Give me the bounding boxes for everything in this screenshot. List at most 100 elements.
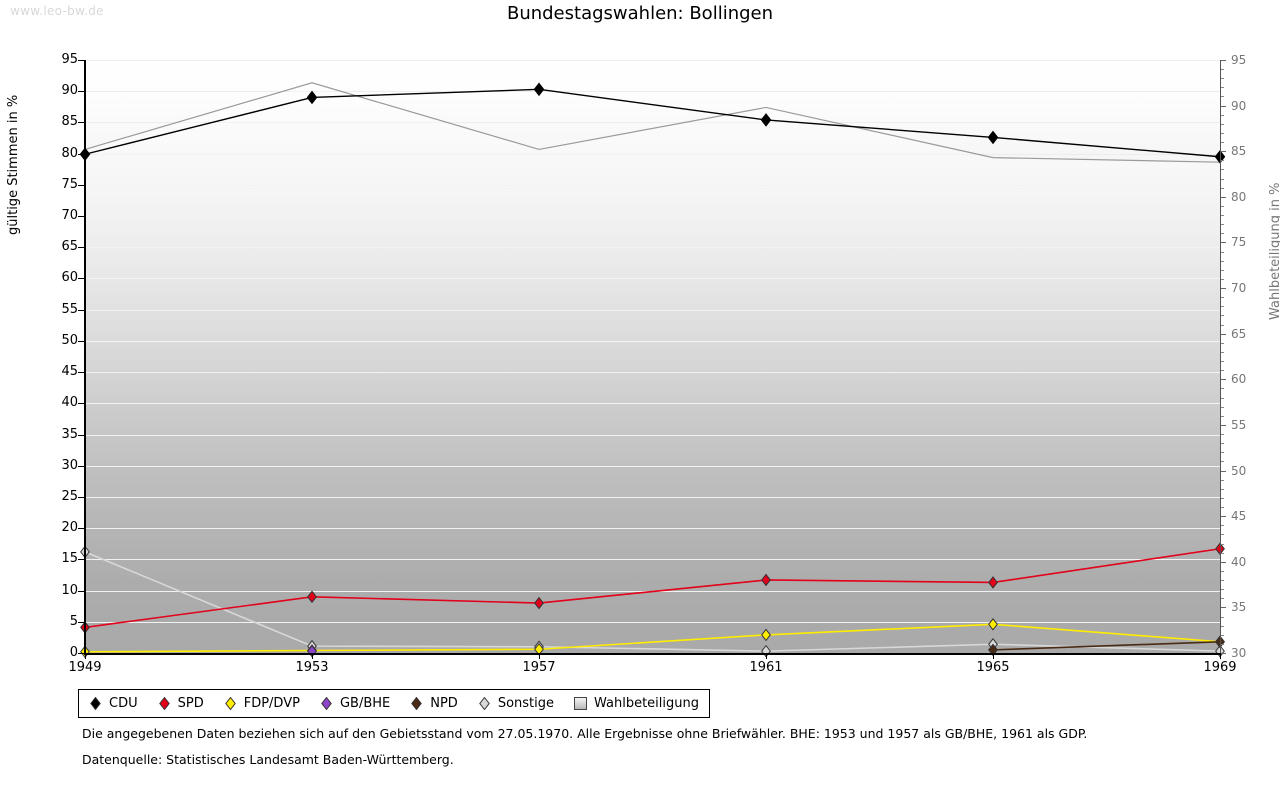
y-axis-right-minor-tick <box>1220 406 1224 408</box>
y-axis-right-minor-tick <box>1220 443 1224 445</box>
y-axis-right-minor-tick <box>1220 461 1224 463</box>
y-axis-left-tick <box>78 340 85 342</box>
y-axis-right-minor-tick <box>1220 589 1224 591</box>
legend-item-fdp-dvp[interactable]: FDP/DVP <box>224 696 300 711</box>
series-line-wahlbeteiligung <box>84 82 1221 163</box>
legend-label: CDU <box>109 695 138 711</box>
y-axis-right-minor-tick <box>1220 187 1224 189</box>
y-axis-right-line <box>1220 60 1221 654</box>
y-axis-right-minor-tick <box>1220 479 1224 481</box>
y-axis-left-tick-label: 10 <box>61 582 78 598</box>
y-axis-right-minor-tick <box>1220 434 1224 436</box>
gridline <box>85 184 1220 186</box>
x-axis-line <box>84 653 1221 655</box>
y-axis-right-minor-tick <box>1220 178 1224 180</box>
gridline <box>85 278 1220 280</box>
y-axis-left-tick <box>78 590 85 592</box>
legend-diamond-icon <box>90 696 101 710</box>
y-axis-left-tick-label: 25 <box>61 488 78 504</box>
y-axis-right-tick <box>1220 379 1226 381</box>
y-axis-left-tick-label: 30 <box>61 457 78 473</box>
gridline <box>85 60 1220 61</box>
y-axis-right-minor-tick <box>1220 552 1224 554</box>
legend-item-gb-bhe[interactable]: GB/BHE <box>320 696 390 711</box>
y-axis-right-tick <box>1220 105 1226 107</box>
y-axis-right-tick-label: 60 <box>1231 372 1247 387</box>
y-axis-left-label: gültige Stimmen in % <box>6 94 21 235</box>
y-axis-right-minor-tick <box>1220 160 1224 162</box>
legend-item-wahlbeteiligung[interactable]: Wahlbeteiligung <box>574 696 699 711</box>
y-axis-right-tick <box>1220 196 1226 198</box>
y-axis-right-minor-tick <box>1220 169 1224 171</box>
wahlbeteiligung-area <box>85 82 1220 654</box>
y-axis-left-tick-label: 50 <box>61 332 78 348</box>
y-axis-right-tick-label: 55 <box>1231 417 1247 432</box>
y-axis-right-minor-tick <box>1220 69 1224 71</box>
y-axis-right-minor-tick <box>1220 233 1224 235</box>
y-axis-right-minor-tick <box>1220 415 1224 417</box>
y-axis-left-tick <box>78 247 85 249</box>
y-axis-right-tick-label: 50 <box>1231 463 1247 478</box>
legend-label: FDP/DVP <box>243 695 300 711</box>
legend-item-cdu[interactable]: CDU <box>89 696 138 711</box>
y-axis-right-minor-tick <box>1220 507 1224 509</box>
y-axis-left-tick-label: 75 <box>61 176 78 192</box>
y-axis-right-tick-label: 70 <box>1231 281 1247 296</box>
y-axis-right-minor-tick <box>1220 114 1224 116</box>
y-axis-right-minor-tick <box>1220 616 1224 618</box>
y-axis-right-minor-tick <box>1220 534 1224 536</box>
y-axis-right-minor-tick <box>1220 78 1224 80</box>
legend-diamond-icon <box>411 696 423 710</box>
y-axis-right-minor-tick <box>1220 342 1224 344</box>
x-axis-tick <box>766 653 767 659</box>
gridline <box>85 403 1220 405</box>
x-axis-tick-label: 1953 <box>295 660 329 675</box>
series-line-fdp-dvp <box>84 623 1221 653</box>
y-axis-right-tick <box>1220 151 1226 153</box>
y-axis-right-minor-tick <box>1220 488 1224 490</box>
y-axis-left-tick <box>78 528 85 530</box>
data-point-cdu <box>760 113 772 127</box>
data-point-cdu <box>987 130 999 145</box>
chart-title: Bundestagswahlen: Bollingen <box>506 3 774 24</box>
y-axis-left-tick <box>78 91 85 93</box>
y-axis-right-tick-label: 95 <box>1231 53 1247 67</box>
y-axis-right-minor-tick <box>1220 580 1224 581</box>
y-axis-right-minor-tick <box>1220 132 1224 134</box>
gridline <box>85 122 1220 124</box>
gridline <box>85 465 1220 467</box>
data-point-spd <box>534 596 544 610</box>
legend-label: NPD <box>430 695 458 711</box>
y-axis-left-line <box>84 60 86 654</box>
legend-item-sonstige[interactable]: Sonstige <box>478 696 554 711</box>
y-axis-right-tick <box>1220 470 1226 472</box>
y-axis-left-tick-label: 55 <box>61 301 78 317</box>
gridline <box>85 340 1220 342</box>
y-axis-left-tick <box>78 278 85 280</box>
y-axis-right-minor-tick <box>1220 570 1224 572</box>
y-axis-right-minor-tick <box>1220 525 1224 527</box>
series-layer <box>79 82 1226 659</box>
y-axis-left-tick <box>78 434 85 436</box>
y-axis-right-minor-tick <box>1220 361 1224 363</box>
y-axis-left-tick <box>78 559 85 561</box>
y-axis-left-tick <box>78 216 85 218</box>
legend-item-spd[interactable]: SPD <box>158 696 204 711</box>
x-axis-tick-label: 1949 <box>68 660 102 675</box>
y-axis-right-tick-label: 65 <box>1231 326 1247 341</box>
legend-diamond-icon <box>478 696 490 710</box>
y-axis-left-tick <box>78 496 85 498</box>
y-axis-right-minor-tick <box>1220 215 1224 217</box>
gridline <box>85 496 1220 498</box>
y-axis-right-minor-tick <box>1220 370 1224 372</box>
y-axis-left-tick-label: 0 <box>69 645 78 660</box>
legend-item-npd[interactable]: NPD <box>410 696 458 711</box>
y-axis-right-tick-label: 35 <box>1231 600 1247 615</box>
legend-label: Wahlbeteiligung <box>594 695 700 711</box>
data-point-spd <box>307 590 317 604</box>
y-axis-left-tick-label: 90 <box>61 83 78 99</box>
gridline <box>85 621 1220 623</box>
legend-diamond-icon <box>224 696 236 710</box>
y-axis-left-tick-label: 45 <box>61 364 78 380</box>
y-axis-left-tick-label: 15 <box>61 551 78 567</box>
